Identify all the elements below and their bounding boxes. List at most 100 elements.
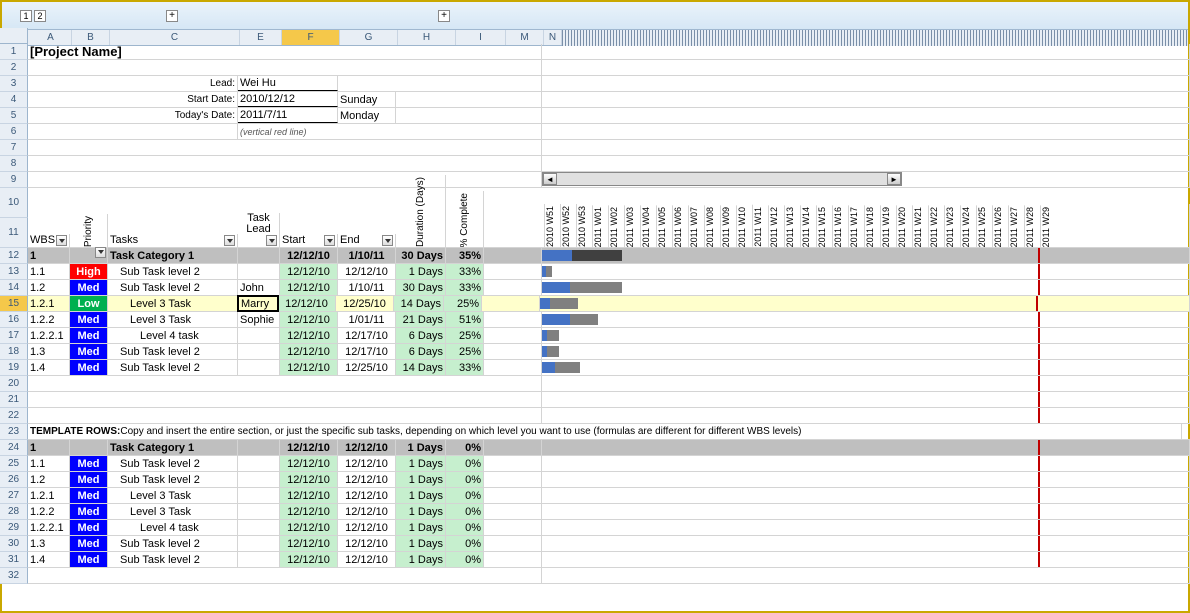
pct-complete[interactable]: 25% <box>444 296 482 311</box>
end-date[interactable]: 1/10/11 <box>338 248 396 263</box>
pct-complete[interactable]: 35% <box>446 248 484 263</box>
task-row[interactable]: 1.4MedSub Task level 212/12/1012/12/101 … <box>28 552 1190 568</box>
wbs[interactable]: 1.1 <box>28 264 70 279</box>
wbs[interactable]: 1.2 <box>28 280 70 295</box>
task-row[interactable]: 1.3MedSub Task level 212/12/1012/12/101 … <box>28 536 1190 552</box>
duration[interactable]: 30 Days <box>396 280 446 295</box>
wbs[interactable]: 1 <box>28 248 70 263</box>
spacer[interactable] <box>484 520 542 535</box>
column-header-E[interactable]: E <box>240 30 282 45</box>
pct-complete[interactable]: 0% <box>446 440 484 455</box>
wbs[interactable]: 1.2.2.1 <box>28 328 70 343</box>
priority[interactable]: High <box>70 264 108 279</box>
gantt-cell[interactable] <box>542 504 1190 519</box>
duration[interactable]: 30 Days <box>396 248 446 263</box>
priority[interactable]: Low <box>70 296 108 311</box>
task-lead[interactable] <box>238 456 280 471</box>
pct-complete[interactable]: 25% <box>446 328 484 343</box>
task-row[interactable]: 1.2.1LowLevel 3 TaskMarry12/12/1012/25/1… <box>28 296 1190 312</box>
priority[interactable]: Med <box>70 344 108 359</box>
gantt-scrollbar[interactable]: ◄ ► <box>542 172 902 186</box>
end-date[interactable]: 1/10/11 <box>338 280 396 295</box>
gantt-cell[interactable] <box>542 488 1190 503</box>
column-header-A[interactable]: A <box>30 30 72 45</box>
row-header-8[interactable]: 8 <box>0 156 28 172</box>
task-lead[interactable] <box>238 264 280 279</box>
outline-level-2[interactable]: 2 <box>34 10 46 22</box>
row-header-3[interactable]: 3 <box>0 76 28 92</box>
start-date[interactable]: 12/12/10 <box>280 248 338 263</box>
row-header-7[interactable]: 7 <box>0 140 28 156</box>
start-date[interactable]: 12/12/10 <box>278 296 336 311</box>
spacer[interactable] <box>484 344 542 359</box>
pct-complete[interactable]: 0% <box>446 472 484 487</box>
pct-complete[interactable]: 25% <box>446 344 484 359</box>
scroll-right-btn[interactable]: ► <box>887 173 901 185</box>
row-header-23[interactable]: 23 <box>0 424 28 440</box>
spacer[interactable] <box>484 264 542 279</box>
task-row[interactable]: 1.4MedSub Task level 212/12/1012/25/1014… <box>28 360 1190 376</box>
task-name[interactable]: Level 3 Task <box>108 504 238 519</box>
project-title[interactable]: [Project Name] <box>28 44 542 59</box>
task-lead[interactable] <box>238 248 280 263</box>
gantt-cell[interactable] <box>542 440 1190 455</box>
pct-complete[interactable]: 33% <box>446 360 484 375</box>
task-name[interactable]: Task Category 1 <box>108 440 238 455</box>
wbs[interactable]: 1.2.2.1 <box>28 520 70 535</box>
wbs[interactable]: 1.4 <box>28 552 70 567</box>
gantt-cell[interactable] <box>542 472 1190 487</box>
start-date[interactable]: 12/12/10 <box>280 344 338 359</box>
task-row[interactable]: 1.2.2.1MedLevel 4 task12/12/1012/12/101 … <box>28 520 1190 536</box>
row-header-1[interactable]: 1 <box>0 44 28 60</box>
spacer[interactable] <box>484 536 542 551</box>
gantt-cell[interactable] <box>542 360 1190 375</box>
task-row[interactable]: 1.2.2MedLevel 3 Task12/12/1012/12/101 Da… <box>28 504 1190 520</box>
start-date-value[interactable]: 2010/12/12 <box>238 92 338 107</box>
spacer[interactable] <box>484 312 542 327</box>
row-header-27[interactable]: 27 <box>0 488 28 504</box>
row-header-26[interactable]: 26 <box>0 472 28 488</box>
row-header-18[interactable]: 18 <box>0 344 28 360</box>
end-date[interactable]: 1/01/11 <box>338 312 396 327</box>
row-header-30[interactable]: 30 <box>0 536 28 552</box>
column-header-C[interactable]: C <box>110 30 240 45</box>
row-header-19[interactable]: 19 <box>0 360 28 376</box>
pct-complete[interactable]: 0% <box>446 536 484 551</box>
end-date[interactable]: 12/25/10 <box>338 360 396 375</box>
gantt-cell[interactable] <box>542 520 1190 535</box>
task-name[interactable]: Task Category 1 <box>108 248 238 263</box>
spacer[interactable] <box>484 328 542 343</box>
task-name[interactable]: Sub Task level 2 <box>108 552 238 567</box>
pct-complete[interactable]: 33% <box>446 264 484 279</box>
spacer[interactable] <box>484 504 542 519</box>
gantt-cell[interactable] <box>540 296 1190 311</box>
row-header-31[interactable]: 31 <box>0 552 28 568</box>
end-date[interactable]: 12/17/10 <box>338 344 396 359</box>
wbs[interactable]: 1.3 <box>28 344 70 359</box>
spacer[interactable] <box>484 552 542 567</box>
gantt-cell[interactable] <box>542 280 1190 295</box>
row-header-24[interactable]: 24 <box>0 440 28 456</box>
task-row[interactable]: 1 Task Category 1 12/12/101/10/1130 Days35… <box>28 248 1190 264</box>
task-name[interactable]: Sub Task level 2 <box>108 344 238 359</box>
column-header-B[interactable]: B <box>72 30 110 45</box>
end-date[interactable]: 12/17/10 <box>338 328 396 343</box>
row-header-29[interactable]: 29 <box>0 520 28 536</box>
start-date[interactable]: 12/12/10 <box>280 280 338 295</box>
task-row[interactable]: 1.2.2MedLevel 3 TaskSophie12/12/101/01/1… <box>28 312 1190 328</box>
pct-complete[interactable]: 0% <box>446 456 484 471</box>
duration[interactable]: 1 Days <box>396 520 446 535</box>
pct-complete[interactable]: 0% <box>446 488 484 503</box>
priority[interactable]: Med <box>70 328 108 343</box>
task-name[interactable]: Level 3 Task <box>108 488 238 503</box>
gantt-cell[interactable] <box>542 312 1190 327</box>
duration[interactable]: 14 Days <box>396 360 446 375</box>
spacer[interactable] <box>484 360 542 375</box>
start-date[interactable]: 12/12/10 <box>280 488 338 503</box>
end-date[interactable]: 12/12/10 <box>338 264 396 279</box>
today-date-value[interactable]: 2011/7/11 <box>238 108 338 123</box>
task-row[interactable]: 1.2.2.1MedLevel 4 task12/12/1012/17/106 … <box>28 328 1190 344</box>
task-row[interactable]: 1.1HighSub Task level 212/12/1012/12/101… <box>28 264 1190 280</box>
start-date[interactable]: 12/12/10 <box>280 536 338 551</box>
end-date[interactable]: 12/12/10 <box>338 520 396 535</box>
